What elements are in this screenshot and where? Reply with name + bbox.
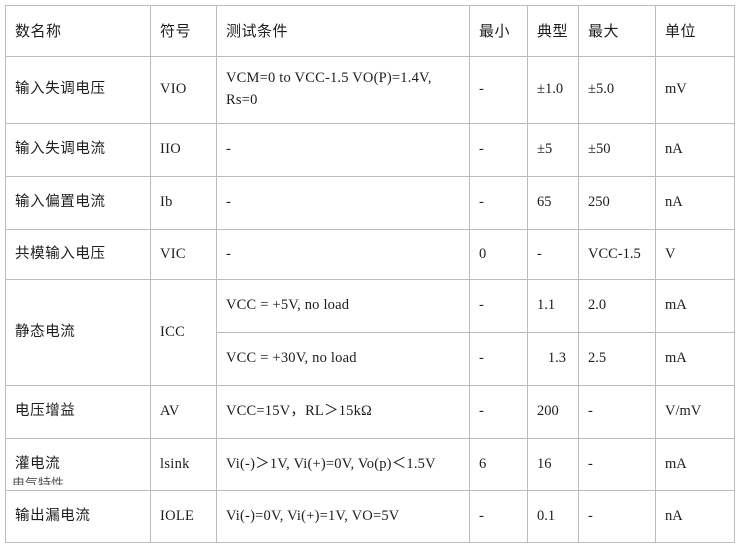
table-row: 静态电流 ICC VCC = +5V, no load - 1.1 2.0 mA [5, 279, 735, 386]
cell-symbol: AV [150, 385, 217, 439]
column-header-typ: 典型 [527, 5, 579, 57]
cell-min: - [469, 490, 528, 543]
cell-unit: mV [655, 56, 735, 124]
table-footnote: 电气特性 [12, 477, 65, 485]
cell-max: 2.0 [578, 279, 656, 333]
cell-min: - [469, 176, 528, 230]
datasheet-page: 数名称 符号 测试条件 最小 典型 最大 单位 输入失调电压 VIO VCM=0… [5, 5, 735, 543]
table-row: 灌电流 lsink Vi(-)＞1V, Vi(+)=0V, Vo(p)＜1.5V… [5, 438, 735, 491]
cell-unit: nA [655, 490, 735, 543]
cell-min: - [469, 279, 528, 333]
cell-min: - [469, 332, 528, 386]
cell-min: - [469, 385, 528, 439]
cell-typ: 200 [527, 385, 579, 439]
cell-unit: mA [655, 438, 735, 491]
cell-typ: 1.3 [527, 332, 579, 386]
cell-conditions: Vi(-)=0V, Vi(+)=1V, VO=5V [216, 490, 470, 543]
cell-typ: ±1.0 [527, 56, 579, 124]
cell-max: 2.5 [578, 332, 656, 386]
cell-conditions: Vi(-)＞1V, Vi(+)=0V, Vo(p)＜1.5V [216, 438, 470, 491]
cell-max: - [578, 438, 656, 491]
cell-unit: V/mV [655, 385, 735, 439]
table-row: 输入失调电压 VIO VCM=0 to VCC-1.5 VO(P)=1.4V, … [5, 56, 735, 124]
cell-parameter: 输入失调电流 [5, 123, 151, 177]
table-header-row: 数名称 符号 测试条件 最小 典型 最大 单位 [5, 5, 735, 57]
column-header-parameter: 数名称 [5, 5, 151, 57]
cell-unit: nA [655, 123, 735, 177]
cell-max: 250 [578, 176, 656, 230]
cell-conditions: VCM=0 to VCC-1.5 VO(P)=1.4V, Rs=0 [216, 56, 470, 124]
cell-conditions: VCC = +30V, no load [216, 332, 470, 386]
cell-conditions-line2: Rs=0 [226, 92, 258, 108]
column-header-unit: 单位 [655, 5, 735, 57]
cell-symbol: IIO [150, 123, 217, 177]
table-row: 共模输入电压 VIC - 0 - VCC-1.5 V [5, 229, 735, 280]
cell-max: ±50 [578, 123, 656, 177]
cell-parameter: 输入失调电压 [5, 56, 151, 124]
table-row: 输出漏电流 IOLE Vi(-)=0V, Vi(+)=1V, VO=5V - 0… [5, 490, 735, 543]
cell-typ: - [527, 229, 579, 280]
cell-typ: ±5 [527, 123, 579, 177]
cell-unit: mA [655, 279, 735, 333]
cell-symbol: ICC [150, 279, 217, 386]
cell-typ: 65 [527, 176, 579, 230]
cell-conditions: VCC = +5V, no load [216, 279, 470, 333]
cell-min: - [469, 123, 528, 177]
cell-min: 0 [469, 229, 528, 280]
cell-conditions-line1: VCM=0 to VCC-1.5 VO(P)=1.4V, [226, 70, 432, 87]
cell-max: ±5.0 [578, 56, 656, 124]
column-header-symbol: 符号 [150, 5, 217, 57]
cell-conditions: - [216, 123, 470, 177]
cell-conditions: - [216, 176, 470, 230]
cell-parameter: 静态电流 [5, 279, 151, 386]
cell-parameter: 输入偏置电流 [5, 176, 151, 230]
cell-symbol: lsink [150, 438, 217, 491]
cell-min: - [469, 56, 528, 124]
table-row: VCC = +30V, no load - 1.3 2.5 mA [6, 332, 735, 386]
column-header-min: 最小 [469, 5, 528, 57]
cell-unit: V [655, 229, 735, 280]
cell-max: - [578, 385, 656, 439]
cell-conditions: VCC=15V，RL＞15kΩ [216, 385, 470, 439]
column-header-max: 最大 [578, 5, 656, 57]
column-header-conditions: 测试条件 [216, 5, 470, 57]
cell-conditions: - [216, 229, 470, 280]
cell-max: - [578, 490, 656, 543]
cell-symbol: VIC [150, 229, 217, 280]
cell-min: 6 [469, 438, 528, 491]
cell-symbol: IOLE [150, 490, 217, 543]
cell-parameter: 电压增益 [5, 385, 151, 439]
cell-parameter: 共模输入电压 [5, 229, 151, 280]
cell-unit: mA [655, 332, 735, 386]
cell-parameter: 输出漏电流 [5, 490, 151, 543]
table-row: 输入失调电流 IIO - - ±5 ±50 nA [5, 123, 735, 177]
cell-typ: 1.1 [527, 279, 579, 333]
cell-symbol: Ib [150, 176, 217, 230]
cell-unit: nA [655, 176, 735, 230]
cell-typ: 16 [527, 438, 579, 491]
cell-typ: 0.1 [527, 490, 579, 543]
cell-symbol: VIO [150, 56, 217, 124]
table-row: 电压增益 AV VCC=15V，RL＞15kΩ - 200 - V/mV [5, 385, 735, 439]
electrical-characteristics-table: 数名称 符号 测试条件 最小 典型 最大 单位 输入失调电压 VIO VCM=0… [5, 5, 735, 543]
cell-max: VCC-1.5 [578, 229, 656, 280]
table-row: 输入偏置电流 Ib - - 65 250 nA [5, 176, 735, 230]
